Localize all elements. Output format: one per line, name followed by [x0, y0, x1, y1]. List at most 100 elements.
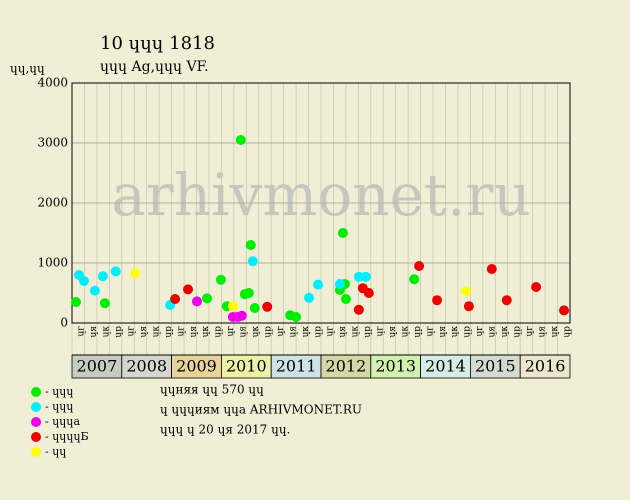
point	[99, 298, 110, 309]
quarter-label: ɥк	[400, 326, 410, 338]
year-label: 2014	[425, 357, 466, 376]
note: ɥ ɥɥɥиям ɥɥа ARHIVMONET.RU	[160, 403, 362, 417]
point	[304, 292, 315, 303]
point	[353, 271, 364, 282]
year-label: 2007	[77, 357, 118, 376]
point	[245, 240, 256, 250]
y-axis-label: ɥɥ,ɥɥ	[10, 62, 45, 76]
legend-label: - ɥɥɥ	[45, 400, 73, 413]
point	[334, 279, 345, 289]
note: ɥɥɥ ɥ 20 ɥя 2017 ɥɥ.	[160, 423, 290, 437]
year-label: 2015	[475, 357, 516, 376]
quarter-label: ɥг	[326, 326, 336, 337]
year-label: 2013	[375, 357, 416, 376]
point	[340, 294, 351, 304]
legend-marker	[31, 417, 41, 427]
point	[227, 301, 238, 312]
point	[78, 276, 89, 286]
legend-marker	[31, 447, 41, 457]
point	[243, 288, 254, 298]
legend-marker	[31, 387, 41, 397]
quarter-label: ɥг	[226, 326, 236, 337]
quarter-label: ɥя	[239, 326, 249, 338]
quarter-label: ɥр	[313, 326, 323, 338]
legend-label: - ɥɥɥ	[45, 385, 73, 398]
legend-marker	[31, 432, 41, 442]
point	[313, 279, 324, 290]
quarter-label: ɥр	[363, 326, 373, 338]
y-tick-label: 2000	[37, 196, 68, 210]
quarter-label: ɥг	[525, 326, 535, 337]
point	[110, 266, 121, 277]
year-label: 2016	[525, 357, 566, 376]
year-label: 2011	[276, 357, 317, 376]
point	[97, 271, 108, 282]
quarter-label: ɥк	[301, 326, 311, 338]
point	[70, 297, 81, 307]
quarter-label: ɥя	[537, 326, 547, 338]
point	[291, 312, 302, 322]
point	[249, 303, 260, 313]
quarter-label: ɥк	[450, 326, 460, 338]
quarter-label: ɥг	[77, 326, 87, 337]
quarter-label: ɥя	[89, 326, 99, 338]
quarter-label: ɥк	[201, 326, 211, 338]
point	[363, 288, 374, 298]
quarter-label: ɥг	[127, 326, 137, 337]
point	[501, 295, 512, 306]
point	[130, 268, 141, 279]
quarter-label: ɥя	[338, 326, 348, 338]
point	[337, 228, 348, 238]
y-tick-label: 1000	[37, 256, 68, 270]
quarter-label: ɥя	[488, 326, 498, 338]
y-tick-label: 4000	[37, 76, 68, 90]
quarter-label: ɥк	[550, 326, 560, 338]
quarter-label: ɥк	[102, 326, 112, 338]
quarter-label: ɥр	[263, 326, 273, 338]
point	[183, 284, 194, 295]
quarter-label: ɥг	[276, 326, 286, 337]
quarter-label: ɥг	[176, 326, 186, 337]
quarter-label: ɥя	[388, 326, 398, 338]
quarter-label: ɥг	[425, 326, 435, 337]
quarter-label: ɥк	[251, 326, 261, 338]
quarter-label: ɥг	[475, 326, 485, 337]
quarter-label: ɥк	[351, 326, 361, 338]
chart-subtitle: ɥɥɥ Ag,ɥɥɥ VF.	[100, 59, 209, 75]
quarter-label: ɥя	[438, 326, 448, 338]
year-label: 2009	[176, 357, 217, 376]
y-tick-label: 0	[60, 316, 68, 330]
quarter-label: ɥр	[413, 326, 423, 338]
point	[531, 282, 542, 292]
quarter-label: ɥя	[139, 326, 149, 338]
point	[191, 296, 202, 307]
year-label: 2012	[326, 357, 367, 376]
chart-title: 10 ɥɥɥ 1818	[100, 33, 215, 54]
quarter-label: ɥк	[151, 326, 161, 338]
point	[201, 293, 212, 304]
quarter-label: ɥр	[114, 326, 124, 338]
point	[236, 310, 247, 321]
point	[486, 264, 497, 274]
legend-label: - ɥɥ	[45, 445, 66, 458]
legend-label: - ɥɥɥа	[45, 415, 80, 428]
quarter-label: ɥг	[376, 326, 386, 337]
point	[353, 304, 364, 315]
point	[89, 285, 100, 296]
point	[559, 305, 570, 316]
point	[409, 274, 420, 285]
point	[360, 271, 371, 282]
point	[170, 294, 181, 304]
legend-label: - ɥɥɥɥБ	[45, 430, 89, 443]
quarter-label: ɥя	[189, 326, 199, 338]
point	[262, 301, 273, 312]
quarter-label: ɥя	[288, 326, 298, 338]
year-label: 2010	[226, 357, 267, 376]
quarter-label: ɥк	[500, 326, 510, 338]
point	[215, 274, 226, 285]
note: ɥɥняя ɥɥ 570 ɥɥ	[160, 383, 264, 397]
point	[414, 261, 425, 271]
point	[432, 295, 443, 306]
plot-border	[71, 82, 571, 324]
